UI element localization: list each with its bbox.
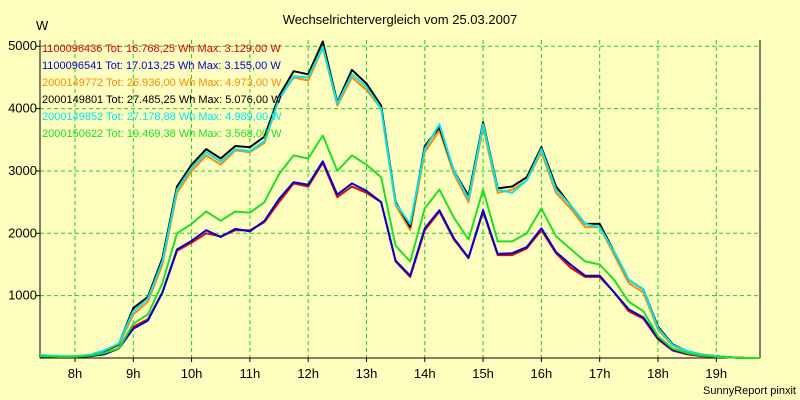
y-tick-label: 2000 (8, 225, 37, 240)
x-tick-label: 18h (647, 366, 669, 381)
x-tick-label: 13h (356, 366, 378, 381)
chart-title: Wechselrichtervergleich vom 25.03.2007 (283, 12, 518, 27)
x-tick-label: 11h (240, 366, 261, 381)
tick-labels: 8h 9h 10h 11h 12h 13h 14h 15h 16h 17h 18h 19h 1000 20… (8, 38, 727, 381)
x-tick-label: 19h (705, 366, 727, 381)
legend-entry-1100096436: 1100096436 Tot: 16.768,25 Wh Max: 3.129,… (42, 43, 281, 55)
legend: 1100096436 Tot: 16.768,25 Wh Max: 3.129,… (42, 43, 282, 140)
x-tick-label: 15h (472, 366, 494, 381)
y-tick-label: 1000 (8, 288, 37, 303)
legend-entry-2000149772: 2000149772 Tot: 26.936,00 Wh Max: 4.973,… (42, 77, 282, 89)
x-tick-label: 12h (297, 366, 319, 381)
x-tick-label: 16h (531, 366, 553, 381)
x-tick-label: 8h (68, 366, 82, 381)
y-tick-label: 4000 (8, 101, 37, 116)
series-line-1100096541 (39, 160, 760, 359)
legend-entry-2000149852: 2000149852 Tot: 27.178,88 Wh Max: 4.989,… (42, 111, 282, 123)
plot-area (40, 40, 760, 358)
x-tick-label: 9h (126, 366, 140, 381)
y-tick-label: 3000 (8, 163, 37, 178)
x-tick-label: 10h (181, 366, 203, 381)
series-line-2000150622 (39, 134, 760, 359)
series-line-2000149852 (39, 45, 760, 359)
x-tick-label: 14h (414, 366, 436, 381)
footer-credit: SunnyReport pinxit (703, 385, 796, 397)
series-lines (39, 40, 760, 359)
legend-entry-2000149801: 2000149801 Tot: 27.485,25 Wh Max: 5.076,… (42, 94, 282, 106)
legend-entry-2000150622: 2000150622 Tot: 19.469,38 Wh Max: 3.568,… (42, 128, 282, 140)
axes (36, 40, 761, 362)
y-tick-label: 5000 (8, 38, 37, 53)
grid (40, 40, 760, 358)
legend-entry-1100096541: 1100096541 Tot: 17.013,25 Wh Max: 3.155,… (42, 60, 281, 72)
x-tick-label: 17h (589, 366, 611, 381)
y-axis-unit-label: W (36, 18, 49, 33)
